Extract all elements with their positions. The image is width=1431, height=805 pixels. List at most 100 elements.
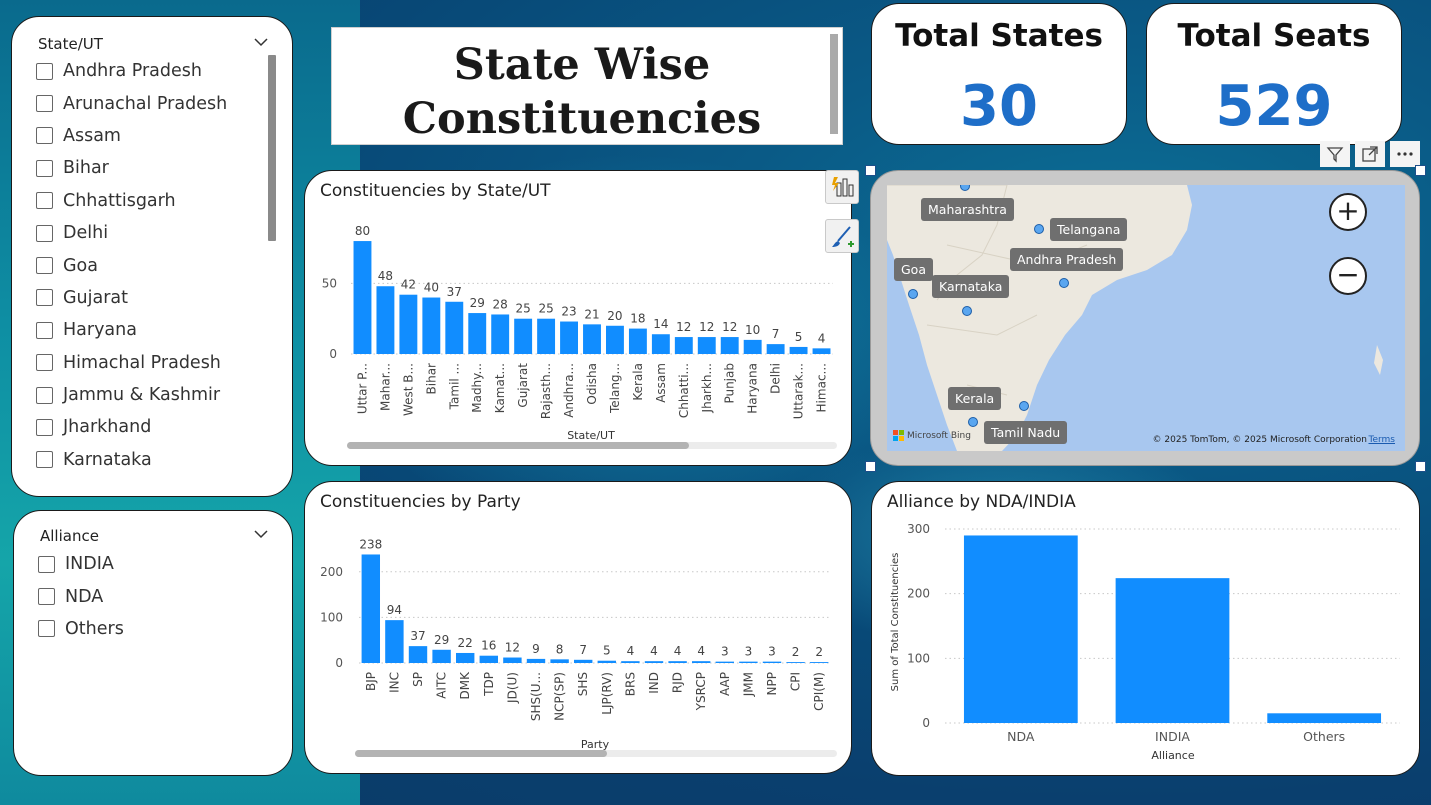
bar[interactable] bbox=[720, 337, 739, 354]
bar[interactable] bbox=[715, 661, 735, 663]
state-slicer-item[interactable]: Himachal Pradesh bbox=[36, 347, 227, 379]
zoom-out-button[interactable]: − bbox=[1329, 257, 1367, 295]
map-point[interactable] bbox=[1019, 401, 1029, 411]
title-scrollbar[interactable] bbox=[830, 34, 838, 134]
bar[interactable] bbox=[597, 660, 617, 663]
chevron-down-icon[interactable] bbox=[254, 35, 268, 49]
bar[interactable] bbox=[963, 535, 1078, 723]
focus-mode-icon[interactable] bbox=[1355, 141, 1385, 167]
bar[interactable] bbox=[399, 294, 418, 354]
bar[interactable] bbox=[743, 339, 762, 354]
map-visual[interactable]: Maharashtra Telangana Andhra Pradesh Goa… bbox=[870, 170, 1420, 466]
bar[interactable] bbox=[573, 659, 593, 663]
state-slicer-item[interactable]: Jharkhand bbox=[36, 411, 227, 443]
bar[interactable] bbox=[1115, 578, 1230, 723]
bar[interactable] bbox=[644, 661, 664, 663]
state-slicer-item[interactable]: Goa bbox=[36, 249, 227, 281]
state-slicer-item[interactable]: Karnataka bbox=[36, 444, 227, 476]
bar[interactable] bbox=[491, 314, 510, 354]
bar[interactable] bbox=[1267, 713, 1382, 723]
checkbox[interactable] bbox=[36, 159, 53, 177]
bar[interactable] bbox=[668, 661, 687, 663]
format-button[interactable] bbox=[825, 219, 859, 253]
checkbox[interactable] bbox=[36, 418, 53, 436]
map-point[interactable] bbox=[908, 289, 918, 299]
alliance-slicer-item[interactable]: INDIA bbox=[38, 548, 124, 580]
insights-button[interactable] bbox=[825, 170, 859, 204]
bar[interactable] bbox=[468, 313, 487, 354]
bar[interactable] bbox=[739, 661, 758, 663]
alliance-slicer-item[interactable]: NDA bbox=[38, 580, 124, 612]
checkbox[interactable] bbox=[36, 289, 53, 307]
bar[interactable] bbox=[762, 661, 782, 663]
bar[interactable] bbox=[786, 662, 805, 663]
state-slicer-item[interactable]: Gujarat bbox=[36, 282, 227, 314]
scrollbar-thumb[interactable] bbox=[355, 750, 607, 757]
bar[interactable] bbox=[766, 344, 785, 354]
checkbox[interactable] bbox=[36, 354, 53, 372]
bar[interactable] bbox=[606, 325, 624, 354]
bar[interactable] bbox=[550, 659, 569, 663]
bar[interactable] bbox=[537, 318, 556, 354]
bar[interactable] bbox=[445, 301, 464, 354]
selection-handle[interactable] bbox=[1415, 165, 1426, 176]
state-slicer-item[interactable]: Arunachal Pradesh bbox=[36, 87, 227, 119]
bar[interactable] bbox=[651, 334, 670, 354]
zoom-in-button[interactable]: + bbox=[1329, 193, 1367, 231]
alliance-slicer-item[interactable]: Others bbox=[38, 613, 124, 645]
state-slicer-item[interactable]: Chhattisgarh bbox=[36, 185, 227, 217]
selection-handle[interactable] bbox=[865, 461, 876, 472]
bar[interactable] bbox=[353, 241, 372, 354]
bar[interactable] bbox=[385, 620, 404, 663]
bar[interactable] bbox=[583, 324, 601, 354]
chevron-down-icon[interactable] bbox=[254, 527, 268, 541]
map-area[interactable]: Maharashtra Telangana Andhra Pradesh Goa… bbox=[887, 185, 1405, 451]
state-slicer-item[interactable]: Delhi bbox=[36, 217, 227, 249]
bar[interactable] bbox=[560, 321, 578, 354]
bar[interactable] bbox=[674, 337, 693, 354]
state-slicer-item[interactable]: Andhra Pradesh bbox=[36, 55, 227, 87]
bar[interactable] bbox=[408, 646, 428, 663]
map-point[interactable] bbox=[962, 306, 972, 316]
bar[interactable] bbox=[479, 655, 499, 663]
checkbox[interactable] bbox=[36, 95, 53, 113]
filter-icon[interactable] bbox=[1320, 141, 1350, 167]
map-point[interactable] bbox=[1059, 278, 1069, 288]
bar[interactable] bbox=[628, 328, 647, 354]
state-slicer-item[interactable]: Jammu & Kashmir bbox=[36, 379, 227, 411]
bar[interactable] bbox=[376, 286, 395, 354]
bar[interactable] bbox=[812, 348, 831, 354]
map-terms-link[interactable]: Terms bbox=[1368, 435, 1395, 445]
checkbox[interactable] bbox=[36, 62, 53, 80]
bar[interactable] bbox=[691, 661, 711, 663]
checkbox[interactable] bbox=[36, 386, 53, 404]
checkbox[interactable] bbox=[36, 192, 53, 210]
checkbox[interactable] bbox=[36, 127, 53, 145]
scrollbar-thumb[interactable] bbox=[347, 442, 689, 449]
bar[interactable] bbox=[621, 661, 640, 663]
map-point[interactable] bbox=[960, 185, 970, 191]
bar[interactable] bbox=[361, 554, 381, 663]
bar[interactable] bbox=[697, 337, 716, 354]
bar[interactable] bbox=[526, 658, 546, 663]
map-point[interactable] bbox=[968, 417, 978, 427]
bar[interactable] bbox=[432, 649, 451, 663]
state-slicer-item[interactable]: Haryana bbox=[36, 314, 227, 346]
state-slicer-item[interactable]: Assam bbox=[36, 120, 227, 152]
bar[interactable] bbox=[455, 652, 475, 663]
checkbox[interactable] bbox=[36, 257, 53, 275]
checkbox[interactable] bbox=[36, 321, 53, 339]
bar[interactable] bbox=[422, 297, 441, 354]
bar[interactable] bbox=[503, 657, 522, 663]
map-point[interactable] bbox=[1034, 224, 1044, 234]
state-slicer-item[interactable]: Bihar bbox=[36, 152, 227, 184]
selection-handle[interactable] bbox=[865, 165, 876, 176]
checkbox[interactable] bbox=[38, 588, 55, 606]
checkbox[interactable] bbox=[38, 555, 55, 573]
bar[interactable] bbox=[514, 318, 533, 354]
selection-handle[interactable] bbox=[1415, 461, 1426, 472]
slicer-scrollbar[interactable] bbox=[268, 55, 276, 241]
checkbox[interactable] bbox=[36, 451, 53, 469]
more-options-icon[interactable] bbox=[1390, 141, 1420, 167]
checkbox[interactable] bbox=[38, 620, 55, 638]
